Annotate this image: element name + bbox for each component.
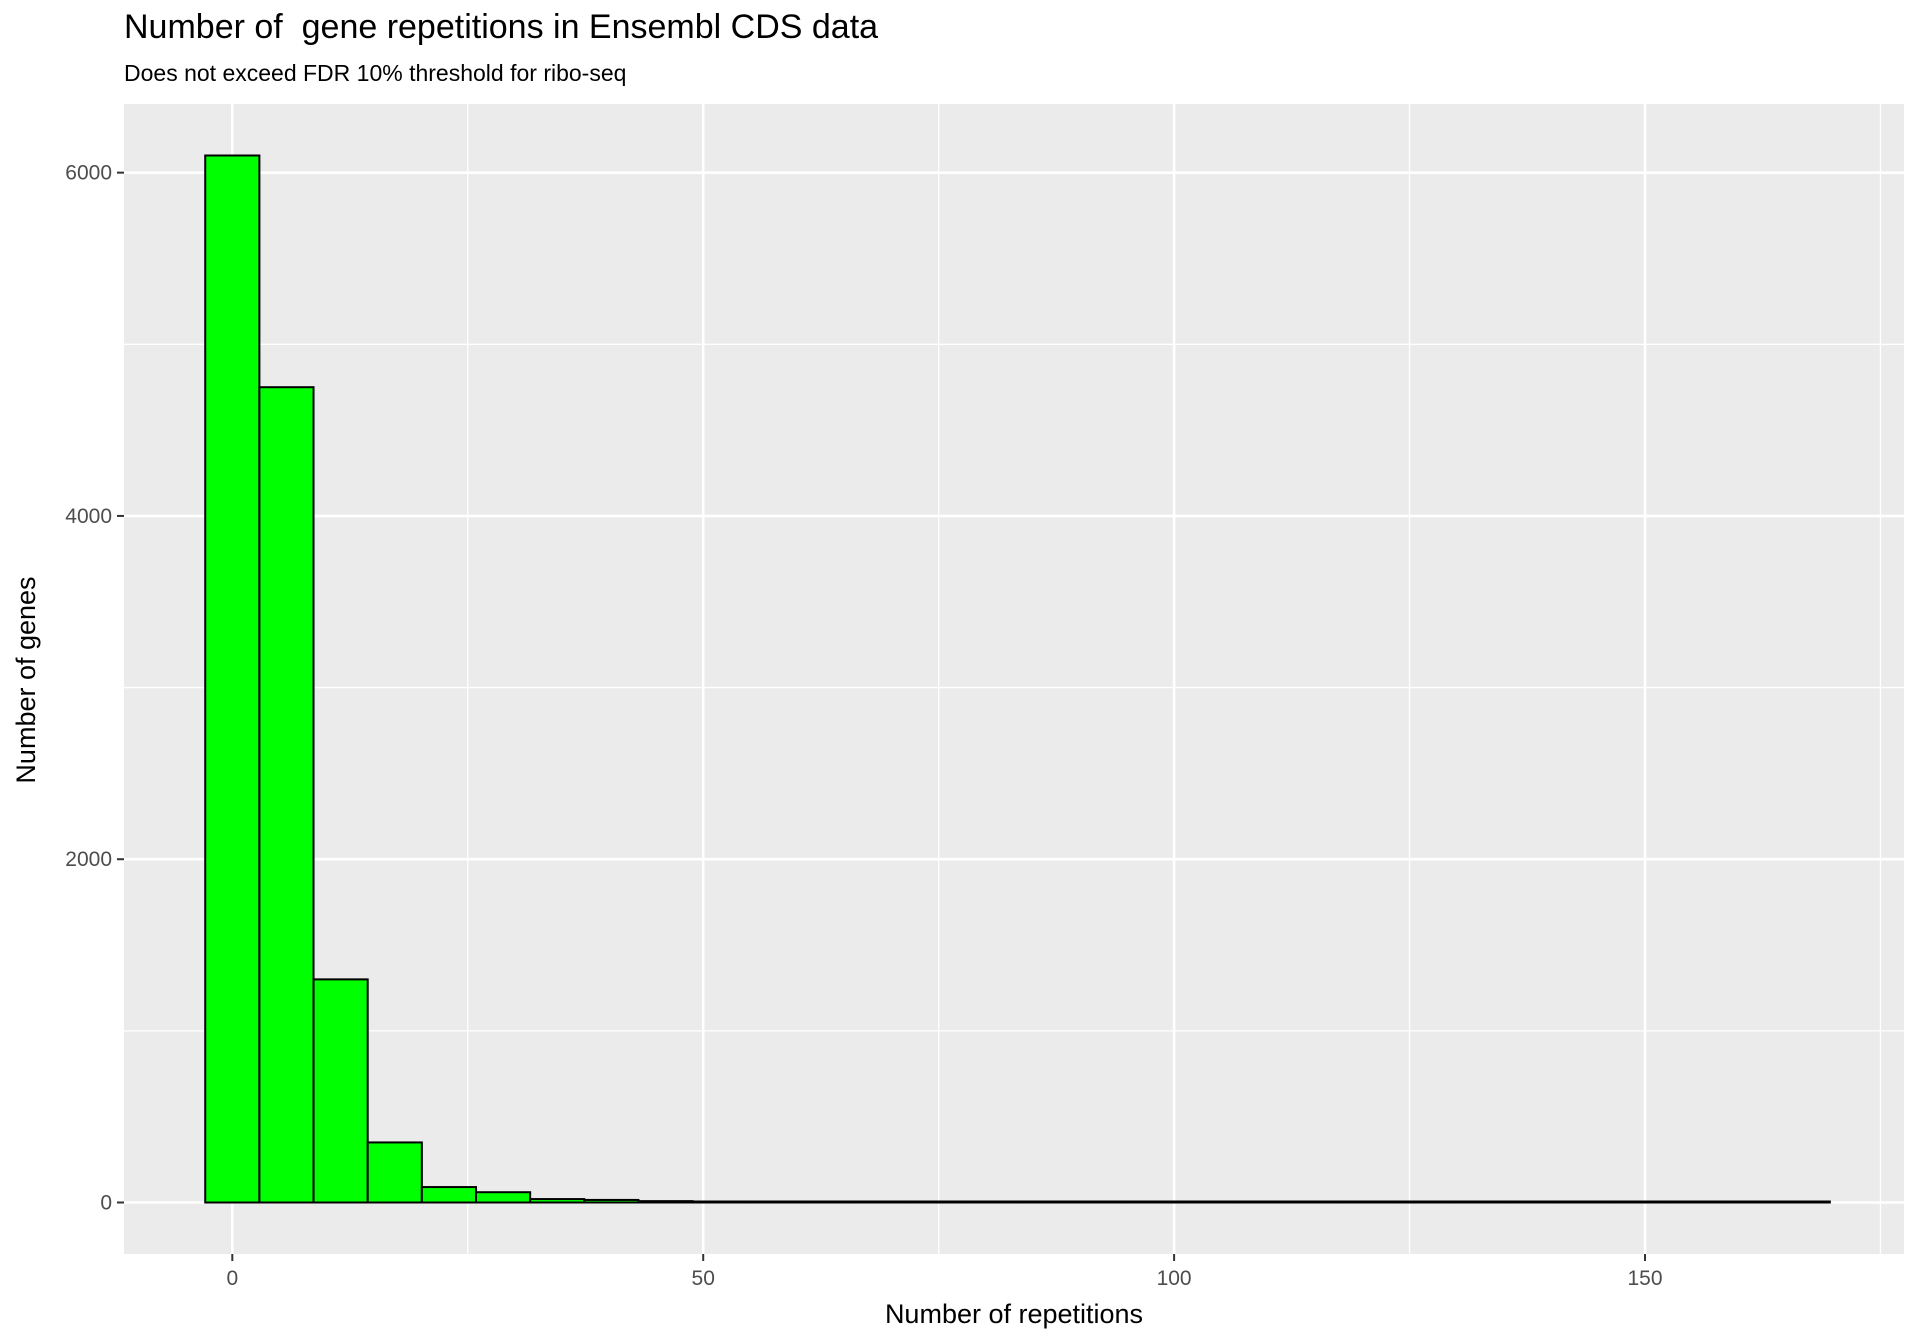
histogram-bar [1449, 1200, 1506, 1204]
histogram-bar [854, 1200, 911, 1204]
histogram-bar [1287, 1200, 1344, 1204]
histogram-bar [583, 1198, 640, 1204]
histogram-bar [1124, 1200, 1181, 1204]
histogram-bar [1395, 1200, 1452, 1204]
chart-title: Number of gene repetitions in Ensembl CD… [124, 8, 879, 46]
histogram-bars [204, 154, 1831, 1204]
minor-gridlines [124, 104, 1904, 1254]
x-tick-label: 100 [1157, 1267, 1192, 1290]
histogram-bar [420, 1186, 477, 1204]
histogram-bar [204, 154, 261, 1204]
x-axis-ticks: 0 50 100 150 [226, 1254, 1663, 1290]
histogram-bar [691, 1200, 748, 1204]
histogram-bar [1341, 1200, 1398, 1204]
histogram-bar [366, 1141, 423, 1204]
histogram-bar [799, 1200, 857, 1204]
histogram-bar [745, 1200, 802, 1204]
histogram-bar [1612, 1200, 1669, 1204]
y-tick-label: 2000 [65, 848, 112, 871]
histogram-bar [1666, 1200, 1723, 1204]
histogram-bar [474, 1191, 532, 1204]
histogram-bar [1233, 1200, 1290, 1204]
histogram-bar [637, 1200, 694, 1204]
y-tick-label: 6000 [65, 162, 112, 185]
histogram-bar [1070, 1200, 1127, 1204]
histogram-bar [1178, 1200, 1236, 1204]
x-tick-label: 0 [226, 1267, 238, 1290]
y-axis-title: Number of genes [11, 576, 41, 783]
histogram-bar [962, 1200, 1019, 1204]
x-axis-title: Number of repetitions [885, 1299, 1143, 1329]
histogram-bar [529, 1198, 586, 1204]
histogram-bar [1720, 1200, 1777, 1204]
histogram-bar [908, 1200, 965, 1204]
histogram-bar [1016, 1200, 1073, 1204]
histogram-bar [312, 978, 369, 1204]
x-tick-label: 150 [1627, 1267, 1662, 1290]
y-tick-label: 4000 [65, 505, 112, 528]
histogram-bar [1558, 1200, 1615, 1204]
y-axis-ticks: 0 2000 4000 6000 [65, 162, 124, 1215]
chart-subtitle: Does not exceed FDR 10% threshold for ri… [124, 60, 627, 86]
histogram-bar [1503, 1200, 1561, 1204]
histogram-bar [258, 386, 315, 1204]
y-tick-label: 0 [100, 1192, 112, 1215]
histogram-bar [1774, 1200, 1831, 1204]
x-tick-label: 50 [692, 1267, 715, 1290]
plot-panel [124, 104, 1904, 1254]
